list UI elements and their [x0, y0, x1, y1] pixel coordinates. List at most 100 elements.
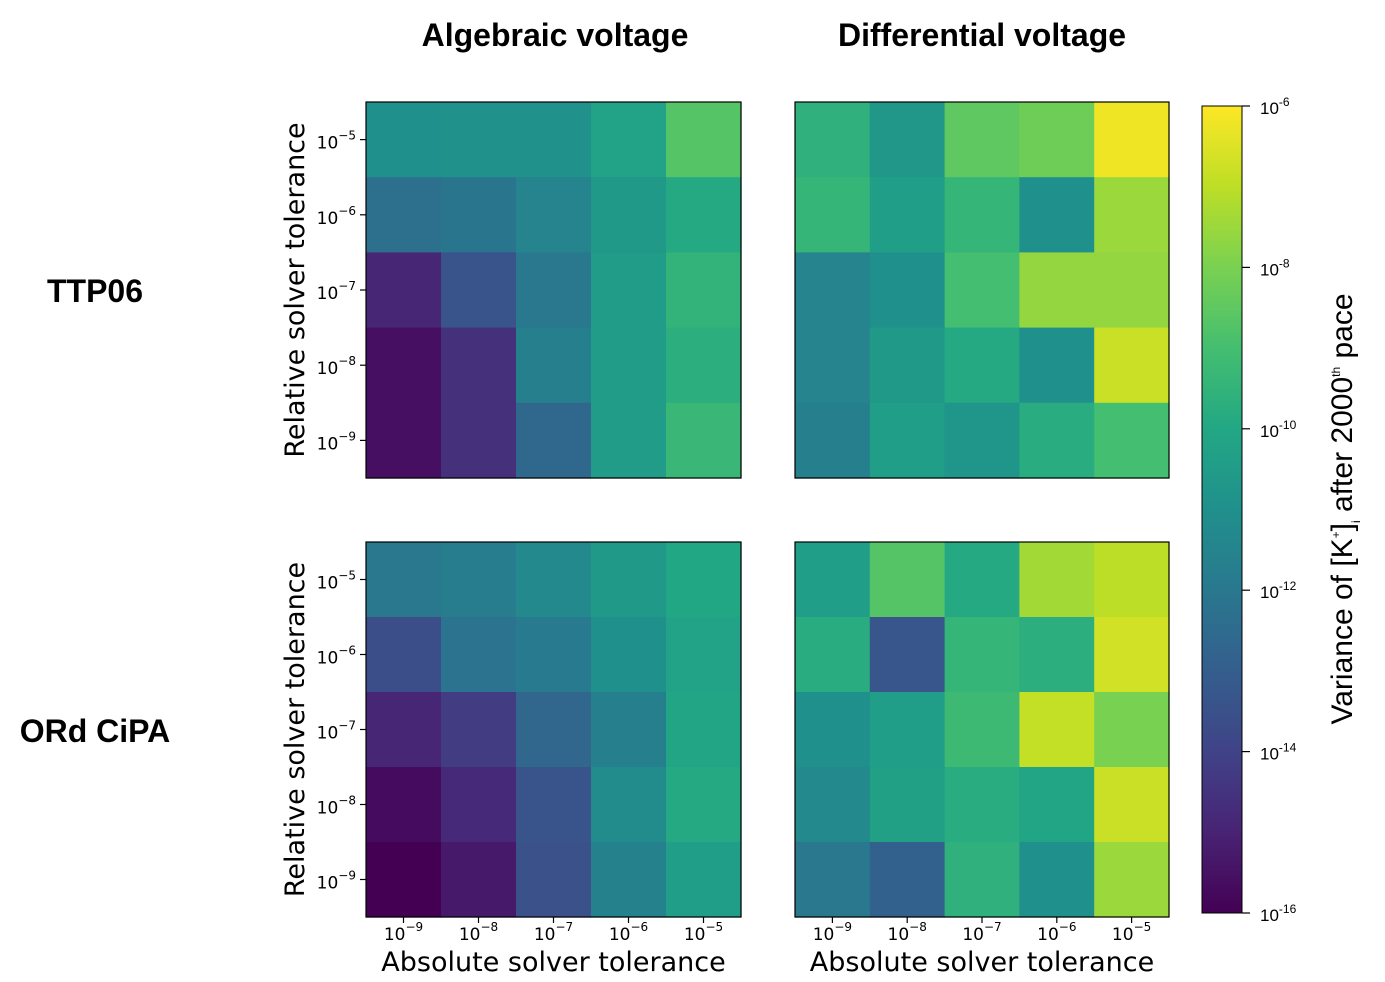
heatmap-ttp06-differential — [794, 101, 1170, 479]
colorbar: 10-6 10-8 10-10 10-12 10-14 10-16 Variance of… — [1201, 95, 1363, 925]
cell-r1-c3 — [1019, 177, 1095, 253]
cell-r3-c2 — [944, 327, 1020, 404]
cell-r2-c4 — [1094, 692, 1170, 768]
cell-r1-c2 — [516, 617, 592, 693]
cell-r1-c3 — [591, 617, 667, 693]
x-tick-label: 10−8 — [888, 920, 927, 945]
cell-r4-c2 — [944, 402, 1020, 479]
cell-r2-c2 — [944, 252, 1020, 329]
cell-r2-c2 — [944, 692, 1020, 768]
panel-frame — [794, 101, 1170, 479]
cell-r1-c2 — [944, 617, 1020, 693]
y-axis-label: Relative solver tolerance — [280, 562, 311, 897]
y-tick-label: 10−6 — [317, 204, 356, 229]
cell-r4-c3 — [591, 842, 667, 918]
cell-r3-c3 — [591, 767, 667, 843]
x-tick-label: 10−8 — [459, 920, 498, 945]
cell-r1-c0 — [795, 177, 871, 253]
cell-r4-c0 — [366, 842, 442, 918]
cell-r1-c1 — [869, 177, 946, 253]
cell-r3-c4 — [666, 767, 742, 843]
cell-r2-c4 — [1094, 252, 1170, 329]
cell-r4-c0 — [795, 842, 871, 918]
x-tick-label: 10−6 — [609, 920, 648, 945]
cell-r3-c2 — [944, 767, 1020, 843]
y-tick-label: 10−9 — [317, 869, 356, 894]
row-title-ord-cipa: ORd CiPA — [20, 713, 171, 749]
cell-r1-c4 — [1094, 177, 1170, 253]
cell-r0-c2 — [516, 542, 592, 618]
colorbar-tick-label: 10-8 — [1260, 256, 1290, 279]
cell-r3-c4 — [1094, 327, 1170, 404]
cell-r1-c4 — [666, 617, 742, 693]
cell-r2-c4 — [666, 692, 742, 768]
cell-r2-c1 — [869, 252, 946, 329]
cell-r2-c1 — [869, 692, 946, 768]
cell-r3-c1 — [869, 327, 946, 404]
cell-r2-c2 — [516, 692, 592, 768]
cell-r3-c3 — [1019, 327, 1095, 404]
y-tick-label: 10−8 — [317, 794, 356, 819]
cell-r4-c4 — [1094, 402, 1170, 479]
cell-r4-c1 — [869, 842, 946, 918]
colorbar-label: Variance of [K+]i after 2000th pace — [1326, 293, 1363, 724]
cell-r1-c1 — [441, 617, 517, 693]
cell-r1-c2 — [516, 177, 592, 253]
cell-r1-c4 — [666, 177, 742, 253]
cell-r3-c3 — [1019, 767, 1095, 843]
x-tick-label: 10−9 — [813, 920, 852, 945]
cell-r0-c3 — [591, 102, 667, 178]
cell-r4-c3 — [1019, 842, 1095, 918]
cell-r1-c2 — [944, 177, 1020, 253]
cell-r3-c0 — [795, 767, 871, 843]
cell-r2-c0 — [366, 252, 442, 329]
cell-r0-c3 — [591, 542, 667, 618]
cell-r0-c1 — [441, 102, 517, 178]
cell-r3-c2 — [516, 767, 592, 843]
cell-r1-c3 — [1019, 617, 1095, 693]
cell-r4-c4 — [666, 842, 742, 918]
cell-r2-c3 — [1019, 252, 1095, 329]
cell-r2-c2 — [516, 252, 592, 329]
cell-r0-c3 — [1019, 102, 1095, 178]
cell-r4-c1 — [441, 842, 517, 918]
cell-r2-c3 — [591, 252, 667, 329]
x-axis-label: Absolute solver tolerance — [810, 947, 1154, 978]
row-title-ttp06: TTP06 — [47, 273, 143, 309]
cell-r4-c0 — [366, 402, 442, 479]
cell-r2-c3 — [591, 692, 667, 768]
colorbar-tick-label: 10-6 — [1260, 95, 1290, 118]
cell-r2-c0 — [366, 692, 442, 768]
cell-r1-c0 — [795, 617, 871, 693]
cell-r3-c1 — [869, 767, 946, 843]
x-tick-label: 10−7 — [962, 920, 1001, 945]
y-tick-label: 10−8 — [317, 354, 356, 379]
cell-r2-c1 — [441, 692, 517, 768]
y-tick-label: 10−6 — [317, 644, 356, 669]
cell-r3-c0 — [366, 327, 442, 404]
cell-r3-c3 — [591, 327, 667, 404]
column-title-algebraic: Algebraic voltage — [422, 17, 689, 53]
cell-r3-c1 — [441, 767, 517, 843]
cell-r4-c1 — [869, 402, 946, 479]
cell-r4-c2 — [516, 402, 592, 479]
cell-r4-c2 — [516, 842, 592, 918]
cell-r3-c4 — [666, 327, 742, 404]
cell-r0-c4 — [666, 102, 742, 178]
cell-r0-c4 — [1094, 102, 1170, 178]
cell-r0-c1 — [869, 542, 946, 618]
cell-r1-c1 — [869, 617, 946, 693]
column-title-differential: Differential voltage — [838, 17, 1126, 53]
y-tick-label: 10−7 — [317, 279, 356, 304]
cell-r0-c1 — [441, 542, 517, 618]
x-tick-label: 10−9 — [384, 920, 423, 945]
cell-r0-c4 — [1094, 542, 1170, 618]
y-tick-label: 10−7 — [317, 719, 356, 744]
cell-r4-c0 — [795, 402, 871, 479]
colorbar-tick-label: 10-14 — [1260, 741, 1297, 764]
cell-r4-c2 — [944, 842, 1020, 918]
cell-r3-c0 — [366, 767, 442, 843]
colorbar-tick-label: 10-16 — [1260, 902, 1297, 925]
